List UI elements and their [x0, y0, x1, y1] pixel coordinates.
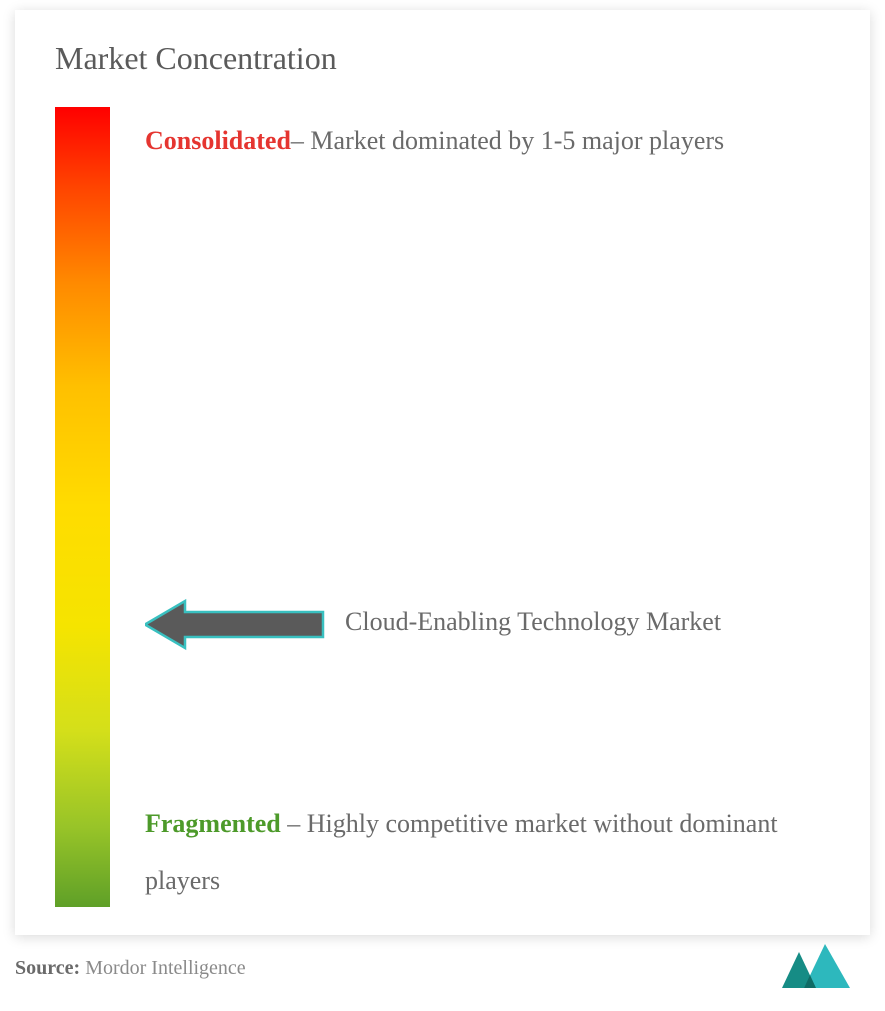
market-name-label: Cloud-Enabling Technology Market [345, 602, 745, 641]
content-area: Consolidated– Market dominated by 1-5 ma… [55, 107, 830, 907]
fragmented-label: Fragmented [145, 809, 281, 838]
consolidated-label: Consolidated [145, 126, 291, 155]
consolidated-text: – Market dominated by 1-5 major players [291, 126, 724, 155]
infographic-card: Market Concentration Consolid [15, 10, 870, 935]
consolidated-block: Consolidated– Market dominated by 1-5 ma… [145, 112, 805, 169]
market-arrow [145, 597, 325, 657]
concentration-gradient-bar [55, 107, 110, 907]
mordor-logo-icon [782, 944, 850, 993]
page-title: Market Concentration [55, 40, 830, 77]
source-value: Mordor Intelligence [80, 957, 246, 979]
fragmented-block: Fragmented – Highly competitive market w… [145, 795, 805, 909]
footer: Source: Mordor Intelligence [15, 944, 870, 993]
source-attribution: Source: Mordor Intelligence [15, 957, 246, 980]
source-label: Source: [15, 957, 80, 979]
